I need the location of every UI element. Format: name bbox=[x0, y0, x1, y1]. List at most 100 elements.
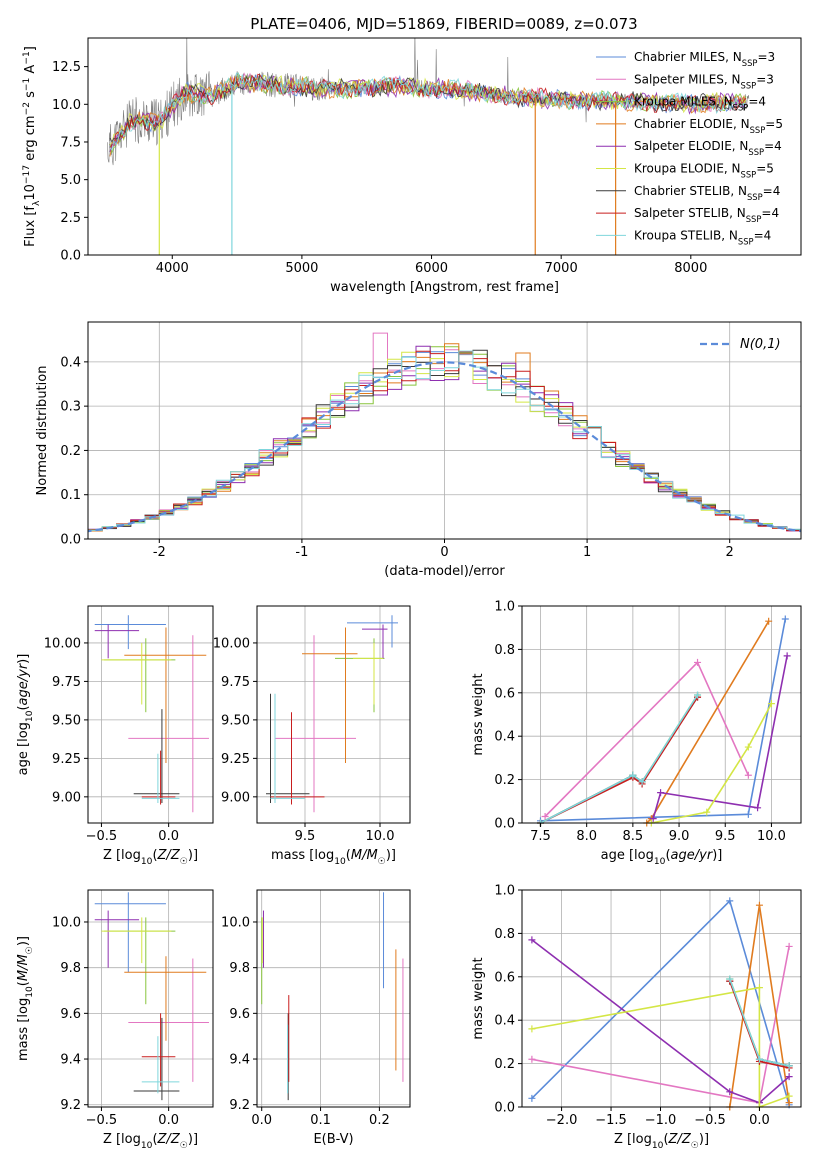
y-axis-label-part: age/yr bbox=[16, 662, 31, 705]
weight-marker bbox=[744, 771, 752, 779]
legend-label-part: Kroupa MILES, N bbox=[634, 95, 733, 109]
axes-frame bbox=[256, 605, 411, 824]
legend-label-part: =5 bbox=[756, 162, 774, 176]
y-axis-label-part: 10 bbox=[25, 710, 35, 722]
legend-label-part: SSP bbox=[742, 58, 758, 68]
weight-marker bbox=[767, 700, 775, 708]
y-tick-label: 10.0 bbox=[52, 915, 81, 930]
y-axis-label-part: mass weight bbox=[471, 673, 486, 755]
x-axis-label-part: 10 bbox=[334, 857, 346, 867]
x-axis-label-part: ☉ bbox=[378, 857, 386, 867]
x-tick-label: −1.5 bbox=[595, 1113, 627, 1128]
y-axis-label-part: erg cm bbox=[23, 115, 38, 164]
legend-label-part: Chabrier ELODIE, N bbox=[634, 117, 750, 131]
y-axis-label-part: −1 bbox=[22, 51, 32, 64]
weight-line-salpeter-elodie bbox=[531, 939, 790, 1104]
weight-line-kroupa-elodie bbox=[651, 703, 773, 824]
y-tick-label: 5.0 bbox=[60, 173, 81, 188]
y-tick-label: 9.25 bbox=[221, 752, 250, 767]
x-tick-label: −0.5 bbox=[86, 1113, 118, 1128]
x-axis-label-part: ☉ bbox=[691, 1141, 699, 1151]
y-axis-label: Normed distribution bbox=[35, 366, 50, 496]
y-tick-label: 9.2 bbox=[60, 1098, 81, 1113]
y-tick-label: 9.6 bbox=[60, 1007, 81, 1022]
y-axis-label-part: Flux [f bbox=[23, 206, 38, 247]
x-axis-label-part: age/yr bbox=[671, 848, 714, 863]
legend-label-part: SSP bbox=[738, 236, 754, 246]
x-axis-label: E(B-V) bbox=[313, 1132, 353, 1147]
y-axis-label-part: Normed distribution bbox=[35, 366, 50, 496]
y-tick-label: 9.8 bbox=[229, 961, 250, 976]
x-tick-label: −1.0 bbox=[645, 1113, 677, 1128]
model-spectrum-kroupa-stelib bbox=[109, 72, 747, 152]
x-tick-label: 8.5 bbox=[623, 829, 644, 844]
legend-label: Kroupa STELIB, NSSP=4 bbox=[634, 228, 771, 246]
y-tick-label: 9.75 bbox=[52, 675, 81, 690]
weight-marker bbox=[785, 1073, 793, 1081]
y-tick-label: 9.00 bbox=[221, 790, 250, 805]
axes-frame bbox=[87, 605, 214, 824]
panel-mass_vs_EBV: 0.0 0.1 0.2 9.2 9.4 9.6 9.8 10.0 E(B-V) bbox=[221, 889, 411, 1147]
y-tick-label: 9.75 bbox=[221, 675, 250, 690]
y-axis-label-part: A bbox=[23, 65, 38, 78]
x-tick-label: 8.0 bbox=[576, 829, 597, 844]
model-spectrum-salpeter-stelib bbox=[109, 73, 747, 149]
x-tick-label: 0.0 bbox=[749, 1113, 770, 1128]
y-tick-label: 0.6 bbox=[494, 686, 515, 701]
panel-mass_vs_Z: −0.5 0.09.29.49.69.810.0Z [log10(Z/Z☉)]ma… bbox=[16, 889, 214, 1151]
x-axis-label-part: M/M bbox=[351, 848, 378, 863]
legend-label-part: =4 bbox=[761, 206, 779, 220]
weight-marker bbox=[781, 615, 789, 623]
x-tick-label: 0.0 bbox=[158, 829, 179, 844]
y-tick-label: 0.8 bbox=[494, 927, 515, 942]
normal-curve bbox=[88, 361, 801, 533]
x-tick-label: 2 bbox=[726, 545, 734, 560]
panel-weight_vs_age: 7.5 8.0 8.5 9.0 9.5 10.0 0.0 0.2 0.4 0.6 0.8 1.0 age… bbox=[471, 600, 802, 867]
x-axis-label-part: Z [log bbox=[103, 848, 141, 863]
panel-age_vs_mass: 9.5 10.0 9.00 9.25 9.50 9.75 10.00 mass [log10(… bbox=[213, 605, 411, 867]
x-axis-label-part: Z/Z bbox=[157, 1132, 181, 1147]
x-axis-label: age [log10(age/yr)] bbox=[601, 848, 723, 867]
x-axis-label: Z [log10(Z/Z☉)] bbox=[103, 1132, 198, 1151]
x-axis-label-part: Z [log bbox=[614, 1132, 652, 1147]
x-axis-label-part: )] bbox=[386, 848, 396, 863]
y-tick-label: 0.2 bbox=[494, 773, 515, 788]
weight-marker bbox=[765, 617, 773, 625]
legend-label: Chabrier STELIB, NSSP=4 bbox=[634, 184, 780, 202]
weight-marker bbox=[528, 936, 536, 944]
y-tick-label: 0.4 bbox=[494, 1014, 515, 1029]
weight-marker bbox=[785, 1092, 793, 1100]
panel-spectrum: 4000 5000 6000 7000 8000 0.0 2.5 5.0 7.5 10.0 12.5… bbox=[22, 37, 802, 295]
legend-label-part: SSP bbox=[746, 214, 762, 224]
y-axis-label-part: ] bbox=[23, 46, 38, 51]
weight-marker bbox=[754, 804, 762, 812]
panel-residuals: -2 -1 0 1 2 0.0 0.1 0.2 0.3 0.4 (data-model)/error… bbox=[35, 321, 802, 579]
x-tick-label: 0.0 bbox=[251, 1113, 272, 1128]
x-tick-label: 9.5 bbox=[295, 829, 316, 844]
y-tick-label: 0.3 bbox=[60, 400, 81, 415]
x-tick-label: −2.0 bbox=[546, 1113, 578, 1128]
x-axis-label-part: ( bbox=[152, 1132, 157, 1147]
y-tick-label: 9.6 bbox=[229, 1007, 250, 1022]
y-axis-label-part: mass weight bbox=[471, 957, 486, 1039]
x-axis-label: Z [log10(Z/Z☉)] bbox=[614, 1132, 709, 1151]
y-tick-label: 9.4 bbox=[229, 1053, 250, 1068]
legend-label-part: =3 bbox=[757, 50, 775, 64]
weight-marker bbox=[785, 1099, 793, 1107]
y-axis-label-part: s bbox=[23, 91, 38, 102]
y-tick-label: 1.0 bbox=[494, 600, 515, 615]
weight-marker bbox=[638, 778, 646, 786]
x-tick-label: 9.0 bbox=[669, 829, 690, 844]
x-tick-label: 0.0 bbox=[158, 1113, 179, 1128]
legend-label-part: =4 bbox=[763, 184, 781, 198]
y-axis-label-part: λ bbox=[32, 200, 42, 206]
legend-label-part: SSP bbox=[748, 147, 764, 157]
weight-marker bbox=[694, 691, 702, 699]
weight-marker bbox=[528, 1025, 536, 1033]
x-tick-label: 7.5 bbox=[530, 829, 551, 844]
weight-marker bbox=[744, 810, 752, 818]
y-tick-label: 0.8 bbox=[494, 643, 515, 658]
x-axis-label: mass [log10(M/M☉)] bbox=[271, 848, 396, 867]
y-tick-label: 0.1 bbox=[60, 488, 81, 503]
